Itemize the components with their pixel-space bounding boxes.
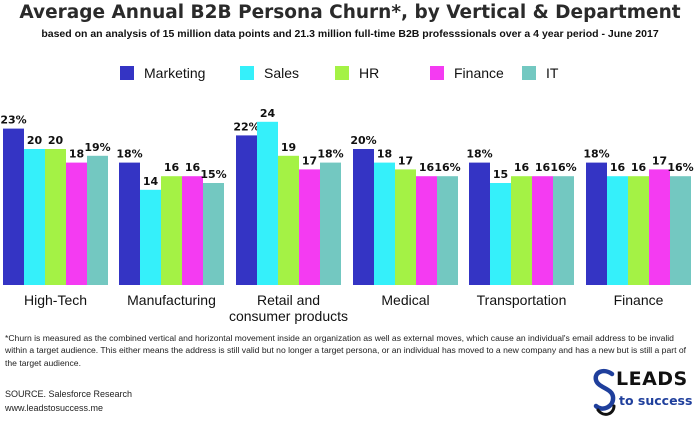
data-label-3-1: 18 — [377, 148, 392, 161]
bar-2-1 — [257, 121, 278, 285]
data-label-1-1: 14 — [143, 175, 159, 188]
leads-to-success-logo: LEADS to success — [590, 366, 698, 426]
category-label-2-1: consumer products — [229, 308, 348, 324]
bar-2-0 — [236, 135, 257, 285]
legend-swatch-4 — [522, 66, 536, 80]
data-label-4-4: 16% — [550, 161, 576, 174]
bar-3-2 — [395, 169, 416, 285]
bar-3-4 — [437, 176, 458, 285]
data-label-1-3: 16 — [185, 161, 201, 174]
bar-3-0 — [353, 149, 374, 285]
data-label-5-3: 17 — [652, 154, 667, 167]
data-label-0-1: 20 — [27, 134, 43, 147]
legend-swatch-0 — [120, 66, 134, 80]
legend-swatch-2 — [335, 66, 349, 80]
category-label-4-0: Transportation — [477, 292, 567, 308]
chart-title: Average Annual B2B Persona Churn*, by Ve… — [19, 2, 681, 23]
bar-5-3 — [649, 169, 670, 285]
source: SOURCE. Salesforce Research www.leadstos… — [5, 388, 132, 415]
data-label-0-0: 23% — [0, 114, 26, 127]
legend-label-4: IT — [546, 65, 559, 81]
bar-1-3 — [182, 176, 203, 285]
legend-swatch-3 — [430, 66, 444, 80]
legend-label-1: Sales — [264, 65, 299, 81]
legend-swatch-1 — [240, 66, 254, 80]
data-label-3-0: 20% — [350, 134, 376, 147]
data-label-1-4: 15% — [200, 168, 226, 181]
bar-1-0 — [119, 162, 140, 285]
bar-0-0 — [3, 128, 24, 285]
data-label-1-2: 16 — [164, 161, 180, 174]
legend-label-2: HR — [359, 65, 379, 81]
bar-4-4 — [553, 176, 574, 285]
data-label-4-0: 18% — [466, 148, 492, 161]
bar-5-1 — [607, 176, 628, 285]
category-label-1-0: Manufacturing — [127, 292, 216, 308]
logo-tagline: to success — [619, 393, 693, 408]
logo-text: LEADS — [616, 368, 688, 390]
data-label-5-4: 16% — [667, 161, 693, 174]
data-label-2-1: 24 — [260, 107, 276, 120]
data-label-2-4: 18% — [317, 148, 343, 161]
data-label-2-3: 17 — [302, 154, 317, 167]
bar-1-2 — [161, 176, 182, 285]
data-label-2-2: 19 — [281, 141, 296, 154]
footnote: *Churn is measured as the combined verti… — [5, 333, 687, 368]
bar-5-0 — [586, 162, 607, 285]
bar-4-1 — [490, 183, 511, 285]
data-label-0-3: 18 — [69, 148, 84, 161]
data-label-3-3: 16 — [419, 161, 435, 174]
bar-2-4 — [320, 162, 341, 285]
data-label-4-3: 16 — [535, 161, 551, 174]
bar-5-4 — [670, 176, 691, 285]
bar-2-3 — [299, 169, 320, 285]
data-label-5-1: 16 — [610, 161, 626, 174]
bar-4-2 — [511, 176, 532, 285]
bar-0-2 — [45, 149, 66, 285]
data-label-5-2: 16 — [631, 161, 647, 174]
chart-subtitle: based on an analysis of 15 million data … — [41, 28, 659, 40]
category-label-3-0: Medical — [381, 292, 429, 308]
logo-s-mark-icon — [593, 368, 616, 416]
data-label-4-2: 16 — [514, 161, 530, 174]
data-label-1-0: 18% — [116, 148, 142, 161]
data-label-3-4: 16% — [434, 161, 460, 174]
source-line: SOURCE. Salesforce Research — [5, 389, 133, 399]
data-label-2-0: 22% — [233, 120, 259, 133]
legend-label-0: Marketing — [144, 65, 205, 81]
website-url: www.leadstosuccess.me — [5, 402, 104, 413]
bar-3-1 — [374, 162, 395, 285]
bar-0-4 — [87, 155, 108, 285]
bar-3-3 — [416, 176, 437, 285]
bar-2-2 — [278, 155, 299, 285]
bar-4-3 — [532, 176, 553, 285]
data-label-0-4: 19% — [84, 141, 110, 154]
bar-4-0 — [469, 162, 490, 285]
bar-1-4 — [203, 183, 224, 285]
bar-1-1 — [140, 189, 161, 285]
data-label-3-2: 17 — [398, 154, 413, 167]
bar-0-3 — [66, 162, 87, 285]
category-label-5-0: Finance — [614, 292, 664, 308]
data-label-4-1: 15 — [493, 168, 508, 181]
data-label-0-2: 20 — [48, 134, 64, 147]
category-label-0-0: High-Tech — [24, 292, 87, 308]
category-label-2-0: Retail and — [257, 292, 320, 308]
bar-5-2 — [628, 176, 649, 285]
bar-0-1 — [24, 149, 45, 285]
legend-label-3: Finance — [454, 65, 504, 81]
data-label-5-0: 18% — [583, 148, 609, 161]
